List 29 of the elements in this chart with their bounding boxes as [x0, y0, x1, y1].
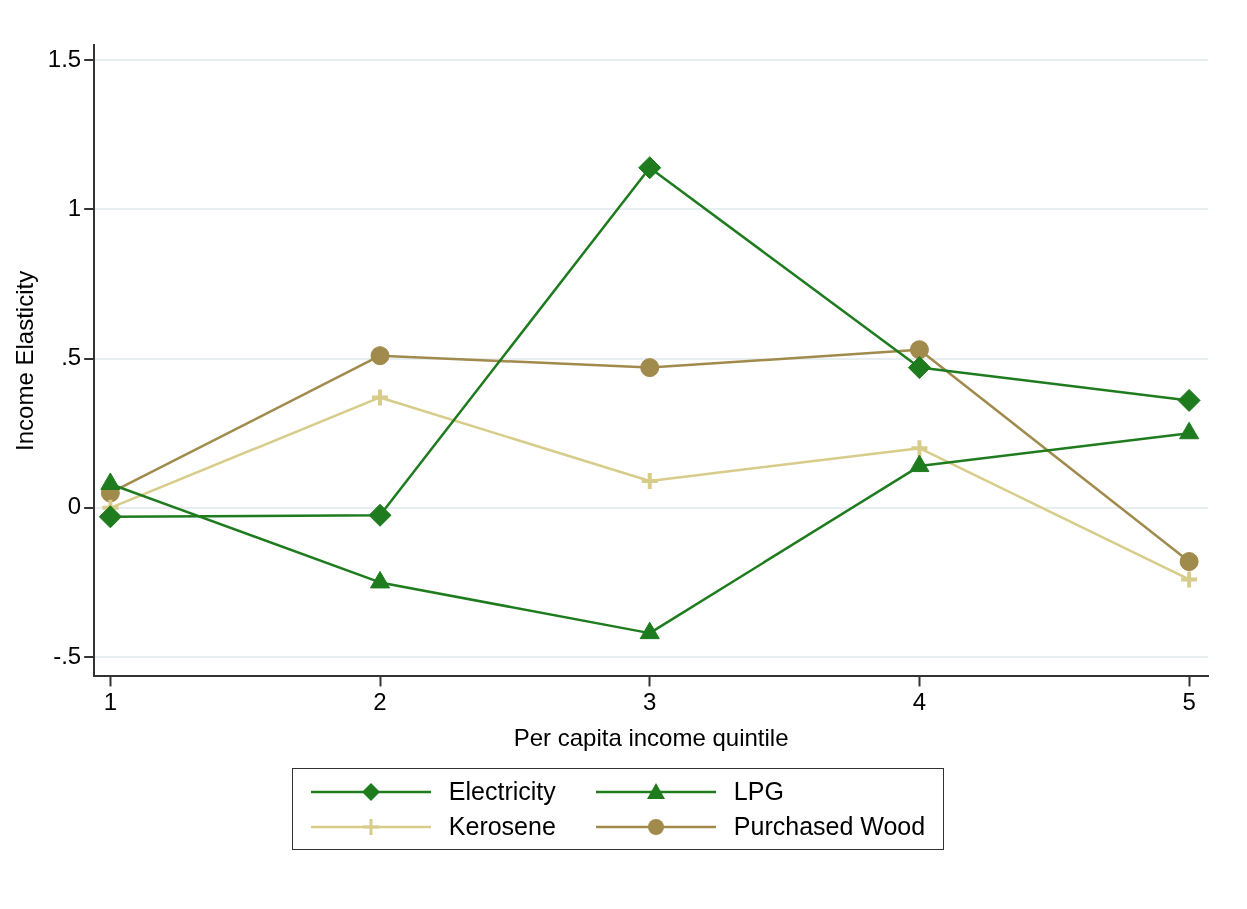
legend-label: LPG — [733, 777, 784, 806]
x-tick-label: 3 — [643, 688, 657, 716]
legend-label: Electricity — [448, 777, 556, 806]
y-tick-label: 1.5 — [47, 44, 82, 72]
x-axis-title: Per capita income quintile — [513, 724, 789, 752]
x-tick-label: 2 — [373, 688, 387, 716]
y-tick-label: -.5 — [53, 641, 82, 669]
point — [1179, 569, 1200, 590]
y-tick-label: 1 — [67, 194, 82, 222]
x-tick-label: 1 — [103, 688, 118, 716]
point — [909, 438, 930, 459]
point — [638, 156, 662, 180]
point — [640, 358, 660, 378]
point — [368, 503, 392, 527]
point — [1179, 552, 1199, 572]
point — [370, 387, 391, 408]
point — [907, 356, 931, 380]
y-axis-title: Income Elasticity — [11, 270, 39, 451]
y-tick-label: .5 — [61, 343, 82, 371]
x-tick-label: 5 — [1182, 688, 1196, 716]
y-tick-label: 0 — [67, 492, 82, 520]
point — [98, 505, 122, 529]
point — [639, 470, 660, 491]
legend-label: Purchased Wood — [733, 812, 926, 841]
point — [370, 346, 390, 366]
point — [1177, 388, 1201, 412]
legend-label: Kerosene — [448, 812, 556, 841]
x-tick-label: 4 — [912, 688, 927, 716]
point — [909, 340, 929, 360]
